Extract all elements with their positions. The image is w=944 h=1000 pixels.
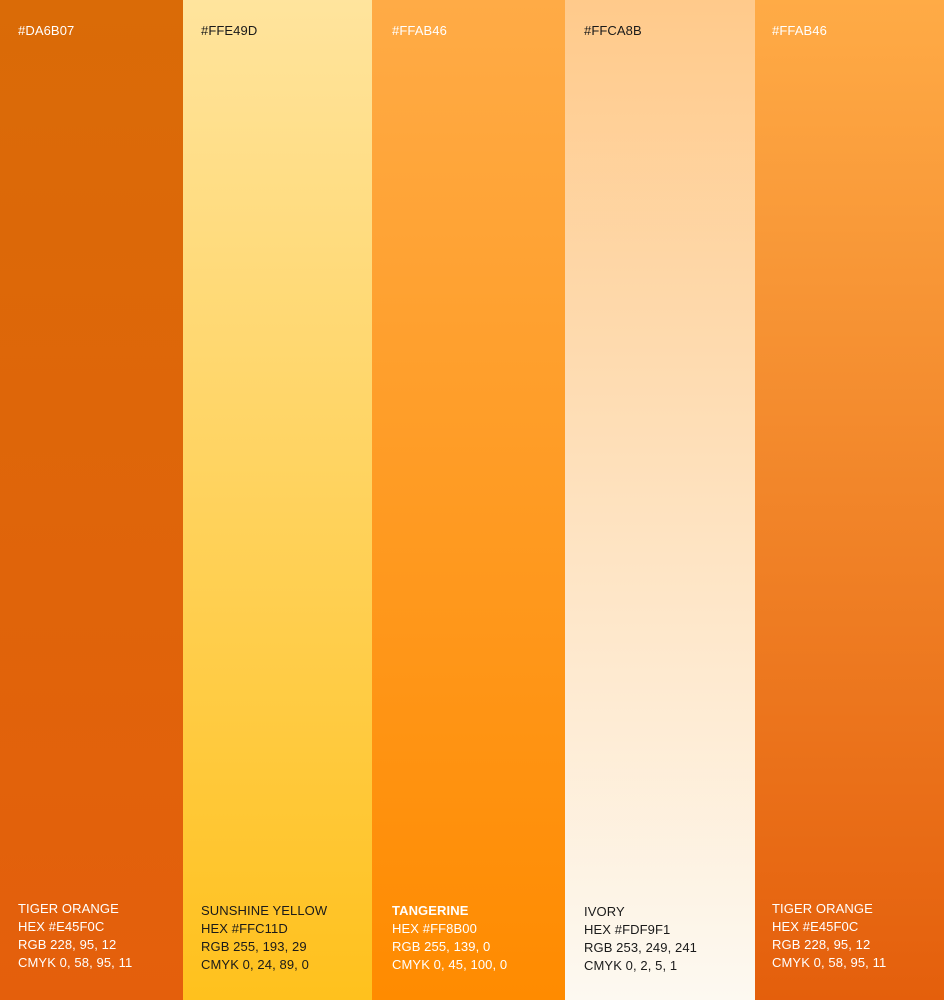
swatch-name: TIGER ORANGE: [772, 901, 873, 916]
swatch-info: TIGER ORANGE HEX #E45F0C RGB 228, 95, 12…: [772, 900, 886, 972]
swatch-top-hex: #FFAB46: [772, 23, 827, 38]
swatch-rgb: RGB 228, 95, 12: [18, 937, 117, 952]
swatch-hex: HEX #FF8B00: [392, 921, 477, 936]
swatch-hex: HEX #E45F0C: [18, 919, 105, 934]
swatch-top-hex: #DA6B07: [18, 23, 75, 38]
swatch-info: SUNSHINE YELLOW HEX #FFC11D RGB 255, 193…: [201, 902, 327, 974]
swatch-info: IVORY HEX #FDF9F1 RGB 253, 249, 241 CMYK…: [584, 903, 697, 975]
swatch-top-hex: #FFAB46: [392, 23, 447, 38]
swatch-sunshine-yellow: #FFE49D SUNSHINE YELLOW HEX #FFC11D RGB …: [183, 0, 372, 1000]
swatch-tiger-orange-2: #FFAB46 TIGER ORANGE HEX #E45F0C RGB 228…: [755, 0, 944, 1000]
swatch-name: TIGER ORANGE: [18, 901, 119, 916]
swatch-ivory: #FFCA8B IVORY HEX #FDF9F1 RGB 253, 249, …: [565, 0, 755, 1000]
swatch-hex: HEX #FDF9F1: [584, 922, 671, 937]
swatch-name: SUNSHINE YELLOW: [201, 903, 328, 918]
swatch-name: TANGERINE: [392, 903, 469, 918]
swatch-rgb: RGB 228, 95, 12: [772, 937, 871, 952]
swatch-rgb: RGB 255, 193, 29: [201, 939, 307, 954]
swatch-cmyk: CMYK 0, 24, 89, 0: [201, 957, 309, 972]
swatch-cmyk: CMYK 0, 2, 5, 1: [584, 958, 678, 973]
swatch-rgb: RGB 255, 139, 0: [392, 939, 491, 954]
swatch-cmyk: CMYK 0, 45, 100, 0: [392, 957, 508, 972]
swatch-top-hex: #FFCA8B: [584, 23, 642, 38]
swatch-top-hex: #FFE49D: [201, 23, 258, 38]
swatch-hex: HEX #E45F0C: [772, 919, 859, 934]
swatch-rgb: RGB 253, 249, 241: [584, 940, 697, 955]
swatch-hex: HEX #FFC11D: [201, 921, 288, 936]
swatch-info: TIGER ORANGE HEX #E45F0C RGB 228, 95, 12…: [18, 900, 132, 972]
swatch-cmyk: CMYK 0, 58, 95, 11: [772, 955, 887, 970]
swatch-tangerine: #FFAB46 TANGERINE HEX #FF8B00 RGB 255, 1…: [372, 0, 565, 1000]
swatch-info: TANGERINE HEX #FF8B00 RGB 255, 139, 0 CM…: [392, 902, 507, 974]
swatch-tiger-orange-1: #DA6B07 TIGER ORANGE HEX #E45F0C RGB 228…: [0, 0, 183, 1000]
swatch-cmyk: CMYK 0, 58, 95, 11: [18, 955, 133, 970]
swatch-name: IVORY: [584, 904, 625, 919]
